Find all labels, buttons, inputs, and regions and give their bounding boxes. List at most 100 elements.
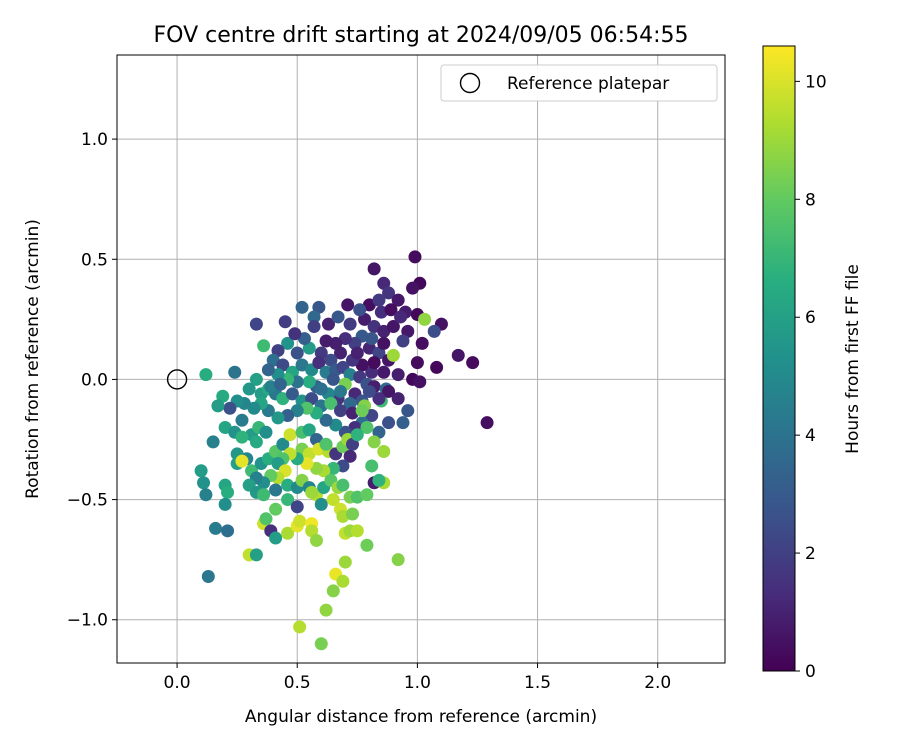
data-point — [305, 392, 319, 406]
data-point — [285, 387, 299, 401]
data-point — [326, 493, 340, 507]
data-point — [249, 548, 263, 562]
data-point — [242, 382, 256, 396]
data-point — [314, 497, 328, 511]
data-point — [269, 483, 283, 497]
x-tick-label: 1.0 — [404, 673, 431, 693]
data-point — [367, 435, 381, 449]
data-point — [326, 372, 340, 386]
data-point — [396, 334, 410, 348]
x-tick-label: 0.5 — [284, 673, 311, 693]
data-point — [314, 382, 328, 396]
data-point — [321, 317, 335, 331]
data-point — [372, 346, 386, 360]
data-point — [324, 353, 338, 367]
data-point — [324, 396, 338, 410]
legend-marker-icon — [459, 72, 481, 94]
data-point — [346, 507, 360, 521]
y-tick-label: 0.0 — [81, 370, 108, 390]
data-point — [333, 346, 347, 360]
data-point — [326, 584, 340, 598]
data-point — [415, 336, 429, 350]
data-point — [430, 360, 444, 374]
data-point — [377, 365, 391, 379]
colorbar: 0 2 4 6 8 10 Hours from first FF file — [762, 45, 863, 682]
data-point — [413, 375, 427, 389]
data-point — [295, 300, 309, 314]
data-point — [249, 372, 263, 386]
data-point — [309, 406, 323, 420]
data-points — [194, 250, 494, 651]
data-point — [338, 555, 352, 569]
data-point — [406, 281, 420, 295]
data-point — [372, 473, 386, 487]
data-point — [261, 363, 275, 377]
data-point — [355, 358, 369, 372]
data-point — [314, 637, 328, 651]
x-tick-label: 1.5 — [524, 673, 551, 693]
data-point — [466, 356, 480, 370]
data-point — [391, 392, 405, 406]
data-point — [350, 524, 364, 538]
data-point — [336, 574, 350, 588]
data-point — [329, 418, 343, 432]
data-point — [427, 324, 441, 338]
data-point — [309, 461, 323, 475]
data-point — [211, 399, 225, 413]
data-point — [249, 435, 263, 449]
data-point — [293, 620, 307, 634]
data-point — [302, 423, 316, 437]
data-point — [391, 293, 405, 307]
data-point — [302, 375, 316, 389]
data-point — [218, 497, 232, 511]
data-point — [382, 416, 396, 430]
y-tick-label: 1.0 — [81, 130, 108, 150]
data-point — [333, 384, 347, 398]
data-point — [273, 377, 287, 391]
y-tick-label: −1.0 — [67, 611, 108, 631]
x-axis-ticks: 0.0 0.5 1.0 1.5 2.0 — [164, 663, 671, 693]
x-tick-label: 0.0 — [164, 673, 191, 693]
data-point — [360, 488, 374, 502]
colorbar-tick-label: 2 — [805, 544, 816, 564]
data-point — [199, 488, 213, 502]
chart-title: FOV centre drift starting at 2024/09/05 … — [154, 23, 689, 48]
data-point — [194, 464, 208, 478]
data-point — [290, 500, 304, 514]
data-point — [312, 356, 326, 370]
colorbar-tick-label: 10 — [805, 72, 827, 92]
data-point — [408, 250, 422, 264]
colorbar-tick-label: 4 — [805, 426, 816, 446]
data-point — [276, 358, 290, 372]
data-point — [199, 368, 213, 382]
data-point — [293, 514, 307, 528]
data-point — [319, 334, 333, 348]
data-point — [235, 454, 249, 468]
data-point — [480, 416, 494, 430]
data-point — [396, 416, 410, 430]
data-point — [307, 310, 321, 324]
data-point — [257, 339, 271, 353]
data-point — [281, 526, 295, 540]
data-point — [249, 317, 263, 331]
data-point — [343, 449, 357, 463]
data-point — [331, 310, 345, 324]
y-axis-label: Rotation from reference (arcmin) — [23, 219, 43, 499]
data-point — [290, 404, 304, 418]
data-point — [394, 310, 408, 324]
data-point — [288, 327, 302, 341]
colorbar-label: Hours from first FF file — [843, 264, 863, 454]
data-point — [197, 476, 211, 490]
x-tick-label: 2.0 — [644, 673, 671, 693]
data-point — [382, 384, 396, 398]
data-point — [372, 293, 386, 307]
data-point — [269, 531, 283, 545]
data-point — [235, 430, 249, 444]
data-point — [302, 341, 316, 355]
data-point — [333, 404, 347, 418]
data-point — [259, 425, 273, 439]
data-point — [297, 332, 311, 346]
data-point — [209, 521, 223, 535]
data-point — [276, 437, 290, 451]
data-point — [362, 298, 376, 312]
